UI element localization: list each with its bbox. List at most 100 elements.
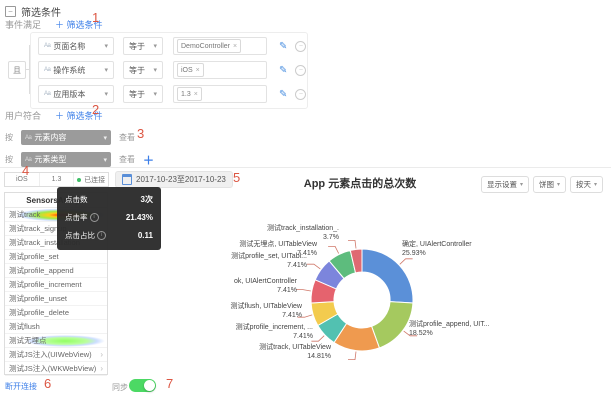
metrics-tooltip: 点击数 3次 点击率 i 21.43% 点击占比 i 0.11 <box>57 187 161 250</box>
edit-pencil-icon[interactable]: ✎ <box>279 40 288 52</box>
list-item[interactable]: 测试flush <box>5 320 107 334</box>
group-by-select-value: 元素类型 <box>34 155 67 164</box>
chart-option-label: 显示设置 <box>486 180 517 189</box>
chart-option-button[interactable]: 饼图 ▾ <box>532 176 566 193</box>
list-item-label: 测试track <box>9 210 41 219</box>
list-item[interactable]: 测试track_installation <box>5 236 107 250</box>
field-select[interactable]: Aa 页面名称 ▾ <box>38 37 114 55</box>
list-item[interactable]: 测试profile_increment <box>5 278 107 292</box>
pie-label-line <box>295 289 311 292</box>
list-item-label: 测试profile_delete <box>9 308 70 317</box>
add-group-by-icon[interactable]: ＋ <box>143 154 154 167</box>
date-range-value: 2017-10-23至2017-10-23 <box>136 175 226 184</box>
chart-option-button[interactable]: 显示设置 ▾ <box>480 176 529 193</box>
device-segmented-bar: iOS 1.3 已连接 <box>4 172 109 187</box>
app-name-header: SensorsAnaly... <box>5 193 107 208</box>
view-label: 查看 <box>119 133 135 142</box>
edit-pencil-icon[interactable]: ✎ <box>279 64 288 76</box>
operator-select[interactable]: 等于 ▾ <box>123 61 163 79</box>
tooltip-row: 点击率 i 21.43% <box>65 212 153 223</box>
field-select[interactable]: Aa 应用版本 ▾ <box>38 85 114 103</box>
segment-connected[interactable]: 已连接 <box>74 173 108 186</box>
operator-select[interactable]: 等于 ▾ <box>123 37 163 55</box>
pie-slice-label: ok, UIAlertController 7.41% <box>187 277 297 295</box>
operator-select-value: 等于 <box>129 89 145 99</box>
pie-slice[interactable] <box>349 248 363 274</box>
add-event-filter-link[interactable]: ＋ 筛选条件 <box>55 20 103 30</box>
value-input[interactable]: 1.3 × <box>173 85 267 103</box>
chart-option-label: 饼图 <box>538 180 554 189</box>
list-item-label: 测试无埋点 <box>9 336 47 345</box>
list-item-label: 测试profile_set <box>9 252 59 261</box>
collapse-icon[interactable]: − <box>5 6 16 17</box>
pie-slice-label: 测试track, UITableView 14.81% <box>221 343 331 361</box>
info-icon: i <box>89 213 99 222</box>
group-by-select[interactable]: Aa 元素内容 ▾ <box>21 130 111 145</box>
tooltip-value: 21.43% <box>125 213 153 222</box>
remove-tag-icon[interactable]: × <box>233 42 238 50</box>
list-item-label: 测试flush <box>9 322 40 331</box>
pie-slice[interactable] <box>370 301 414 349</box>
annotation-3: 3 <box>137 126 145 141</box>
segment-ios[interactable]: iOS <box>5 173 40 186</box>
sync-toggle[interactable] <box>129 379 156 392</box>
chart-option-button[interactable]: 按天 ▾ <box>569 176 603 193</box>
pie-label-percent: 7.41% <box>287 262 307 270</box>
segment-1.3[interactable]: 1.3 <box>40 173 75 186</box>
add-user-filter-link[interactable]: ＋ 筛选条件 <box>55 111 103 121</box>
pie-label-percent: 7.41% <box>293 333 313 341</box>
caret-down-icon: ▾ <box>556 182 560 188</box>
remove-condition-icon[interactable]: − <box>295 88 307 100</box>
list-item-label: 测试track_signup <box>9 224 67 233</box>
tooltip-label: 点击数 <box>65 195 88 204</box>
field-select[interactable]: Aa 操作系统 ▾ <box>38 61 114 79</box>
list-item[interactable]: 测试无埋点 <box>5 334 107 348</box>
remove-condition-icon[interactable]: − <box>295 64 307 76</box>
list-item[interactable]: 测试track_signup <box>5 222 107 236</box>
annotation-1: 1 <box>92 10 100 25</box>
list-item[interactable]: 测试profile_append <box>5 264 107 278</box>
list-item[interactable]: 测试profile_delete <box>5 306 107 320</box>
list-item[interactable]: 测试profile_unset <box>5 292 107 306</box>
list-item[interactable]: 测试JS注入(UIWebView) › <box>5 348 107 362</box>
remove-tag-icon[interactable]: × <box>195 66 200 74</box>
operator-select[interactable]: 等于 ▾ <box>123 85 163 103</box>
user-match-label: 用户符合 <box>5 111 42 121</box>
device-element-panel: SensorsAnaly... 测试track 测试track_signup 测试t… <box>4 192 108 376</box>
and-operator-badge[interactable]: 且 <box>8 61 26 79</box>
value-input[interactable]: iOS × <box>173 61 267 79</box>
pie-label-name: 测试profile_increment, ... <box>235 324 313 331</box>
list-item[interactable]: 测试JS注入(WKWebView) › <box>5 362 107 376</box>
caret-down-icon: ▾ <box>104 67 108 74</box>
remove-tag-icon[interactable]: × <box>193 90 198 98</box>
chevron-right-icon: › <box>100 364 103 373</box>
filter-section-title: 筛选条件 <box>21 8 61 19</box>
filter-conditions-box: Aa 页面名称 ▾ 等于 ▾ DemoController × ✎ − Aa 操作系统 ▾ 等于 ▾ iOS… <box>30 32 308 109</box>
disconnect-link[interactable]: 断开连接 <box>5 382 37 391</box>
chart-option-label: 按天 <box>575 180 591 189</box>
view-label: 查看 <box>119 155 135 164</box>
filter-section-header: − 筛选条件 <box>5 4 61 19</box>
pie-label-percent: 7.41% <box>282 312 302 320</box>
pie-label-line <box>328 245 340 254</box>
tooltip-value: 0.11 <box>137 231 153 240</box>
group-by-select[interactable]: Aa 元素类型 ▾ <box>21 152 111 167</box>
remove-condition-icon[interactable]: − <box>295 40 307 52</box>
caret-down-icon: ▾ <box>104 91 108 98</box>
caret-down-icon: ▾ <box>103 156 107 164</box>
pie-label-line <box>306 263 321 270</box>
value-input[interactable]: DemoController × <box>173 37 267 55</box>
operator-select-value: 等于 <box>129 65 145 75</box>
group-by-prefix: 按 <box>5 133 13 142</box>
date-range-picker[interactable]: 2017-10-23至2017-10-23 <box>115 171 233 188</box>
event-match-label: 事件满足 <box>5 20 42 30</box>
edit-pencil-icon[interactable]: ✎ <box>279 88 288 100</box>
segment-label: 1.3 <box>51 176 62 183</box>
pie-label-name: 测试profile_append, UIT... <box>409 321 490 328</box>
pie-label-percent: 7.41% <box>297 250 317 258</box>
user-filter-row: 用户符合 ＋ 筛选条件 <box>5 109 103 122</box>
list-item[interactable]: 测试profile_set <box>5 250 107 264</box>
pie-label-percent: 7.41% <box>277 287 297 295</box>
string-type-icon: Aa <box>44 67 51 73</box>
caret-down-icon: ▾ <box>103 134 107 142</box>
